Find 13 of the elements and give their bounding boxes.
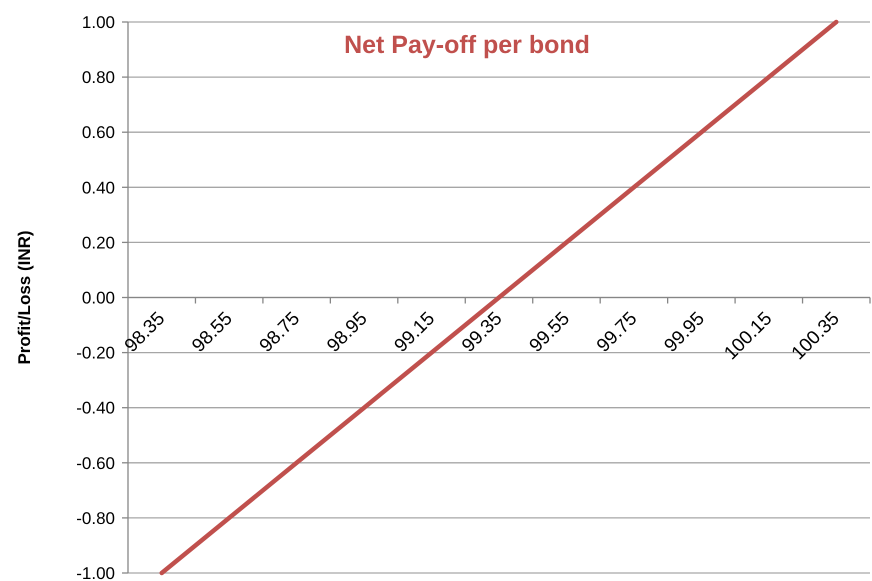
chart-title: Net Pay-off per bond xyxy=(344,31,590,59)
y-tick-label: 0.80 xyxy=(82,68,115,88)
y-tick-label: 0.20 xyxy=(82,233,115,252)
y-tick-label: 1.00 xyxy=(82,12,115,32)
y-tick-label: 0.00 xyxy=(82,288,115,308)
y-tick-label: -0.60 xyxy=(76,454,115,473)
y-tick-label: -0.40 xyxy=(76,398,115,418)
y-tick-label: -1.00 xyxy=(76,564,115,581)
y-tick-label: 0.60 xyxy=(82,123,115,142)
y-tick-label: -0.20 xyxy=(76,344,115,363)
y-tick-label: 0.40 xyxy=(82,178,115,198)
y-axis-title: Profit/Loss (INR) xyxy=(15,230,34,365)
y-tick-label: -0.80 xyxy=(76,508,115,528)
